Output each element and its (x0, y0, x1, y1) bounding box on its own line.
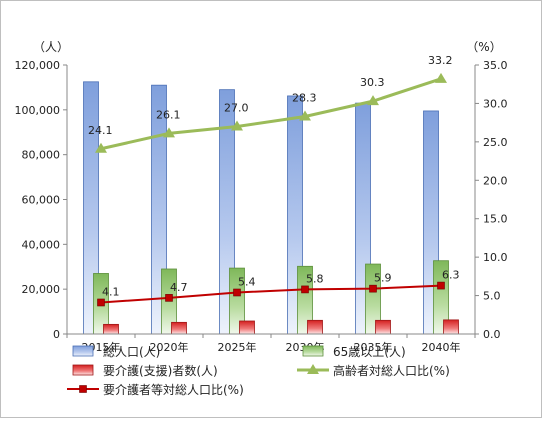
legend-swatch-1 (302, 345, 324, 357)
data-label-care-ratio: 5.8 (306, 272, 324, 285)
left-tick-label: 60,000 (22, 194, 61, 207)
right-tick-label: 10.0 (483, 251, 508, 264)
bar-care-0 (103, 323, 119, 335)
left-tick-label: 0 (53, 328, 60, 341)
legend-label: 65歳以上(人) (333, 345, 406, 359)
marker-elderly-ratio-3 (299, 110, 311, 121)
marker-care-ratio-4 (369, 284, 377, 293)
right-tick-label: 5.0 (483, 290, 501, 303)
x-tick-label: 2025年 (218, 340, 257, 354)
legend-swatch-0 (72, 345, 94, 357)
bar-care-1 (171, 321, 187, 335)
data-label-elderly-ratio: 27.0 (224, 101, 249, 114)
right-tick-label: 25.0 (483, 136, 508, 149)
data-label-care-ratio: 5.9 (374, 272, 392, 285)
bar-care-2 (239, 320, 255, 335)
marker-care-ratio-2 (233, 288, 241, 297)
left-tick-label: 120,000 (15, 59, 61, 72)
marker-elderly-ratio-5 (435, 72, 447, 83)
legend-label: 要介護(支援)者数(人) (103, 363, 218, 378)
data-label-care-ratio: 6.3 (442, 269, 460, 282)
data-label-care-ratio: 5.4 (238, 275, 256, 288)
left-tick-label: 20,000 (22, 283, 61, 296)
legend-label: 高齢者対総人口比(%) (333, 363, 450, 378)
data-label-care-ratio: 4.7 (170, 281, 188, 294)
legend-label: 総人口(人) (103, 345, 160, 359)
left-tick-label: 40,000 (22, 238, 61, 251)
right-tick-label: 20.0 (483, 174, 508, 187)
marker-care-ratio-0 (97, 298, 105, 307)
right-tick-label: 15.0 (483, 213, 508, 226)
right-tick-label: 30.0 (483, 97, 508, 110)
marker-elderly-ratio-0 (95, 142, 107, 153)
legend-marker-3 (307, 364, 319, 374)
data-label-care-ratio: 4.1 (102, 285, 120, 298)
bar-care-4 (375, 319, 391, 335)
right-axis-unit: （%） (466, 40, 501, 54)
x-tick-label: 2035年 (354, 340, 393, 354)
legend-swatch-2 (72, 364, 94, 376)
right-tick-label: 35.0 (483, 59, 508, 72)
marker-care-ratio-1 (165, 294, 173, 302)
bar-care-3 (307, 319, 323, 335)
data-label-elderly-ratio: 26.1 (156, 108, 181, 121)
left-tick-label: 100,000 (15, 104, 61, 117)
line-elderly-ratio (100, 77, 442, 151)
line-care-ratio (100, 284, 442, 304)
marker-elderly-ratio-4 (367, 95, 379, 106)
x-tick-label: 2020年 (150, 340, 189, 354)
data-label-elderly-ratio: 30.3 (360, 76, 385, 89)
marker-elderly-ratio-1 (163, 127, 175, 138)
legend-marker-4 (79, 385, 87, 393)
x-tick-label: 2040年 (422, 340, 461, 354)
bar-care-5 (443, 319, 459, 335)
data-label-elderly-ratio: 28.3 (292, 91, 317, 104)
data-label-elderly-ratio: 24.1 (88, 124, 113, 137)
data-label-elderly-ratio: 33.2 (428, 54, 453, 67)
legend-label: 要介護者等対総人口比(%) (103, 382, 244, 397)
marker-elderly-ratio-2 (231, 120, 243, 131)
left-axis-unit: （人） (33, 40, 69, 54)
marker-care-ratio-3 (301, 285, 309, 294)
left-tick-label: 80,000 (22, 149, 61, 162)
marker-care-ratio-5 (437, 281, 445, 290)
right-tick-label: 0.0 (483, 328, 501, 341)
